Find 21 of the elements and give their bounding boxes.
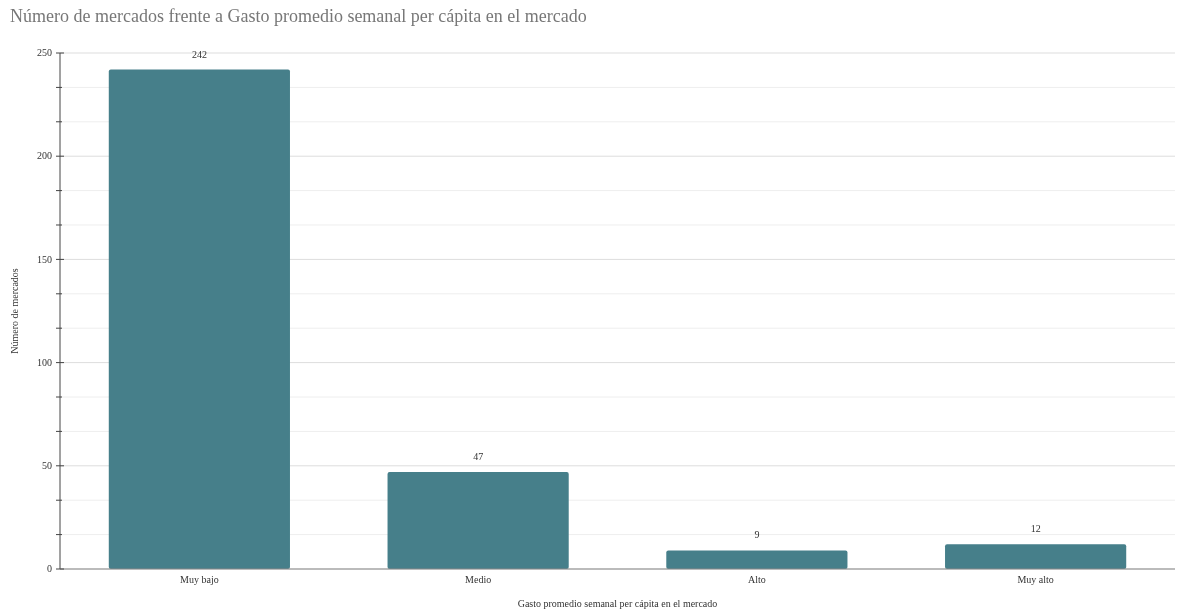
- data-label: 12: [1030, 523, 1041, 535]
- data-label: 9: [754, 529, 760, 541]
- bar: [387, 471, 569, 569]
- chart-title: Número de mercados frente a Gasto promedio semanal per cápita en el mercado: [10, 6, 587, 26]
- bar: [108, 69, 290, 569]
- bar: [666, 550, 848, 569]
- y-tick-label: 150: [37, 253, 52, 265]
- y-tick-label: 200: [37, 150, 52, 162]
- data-label: 242: [191, 48, 207, 60]
- x-axis-title: Gasto promedio semanal per cápita en el mercado: [517, 598, 718, 609]
- y-tick-label: 50: [42, 460, 52, 471]
- bar: [945, 544, 1127, 569]
- x-tick-label: Alto: [747, 574, 766, 585]
- x-tick-label: Muy alto: [1017, 574, 1054, 585]
- x-tick-label: Medio: [465, 574, 492, 585]
- y-tick-label: 0: [47, 563, 52, 575]
- y-tick-label: 100: [37, 356, 52, 368]
- x-tick-label: Muy bajo: [180, 574, 219, 585]
- y-axis-title: Número de mercados: [9, 268, 20, 354]
- y-tick-label: 250: [37, 47, 52, 59]
- data-label: 47: [473, 450, 484, 462]
